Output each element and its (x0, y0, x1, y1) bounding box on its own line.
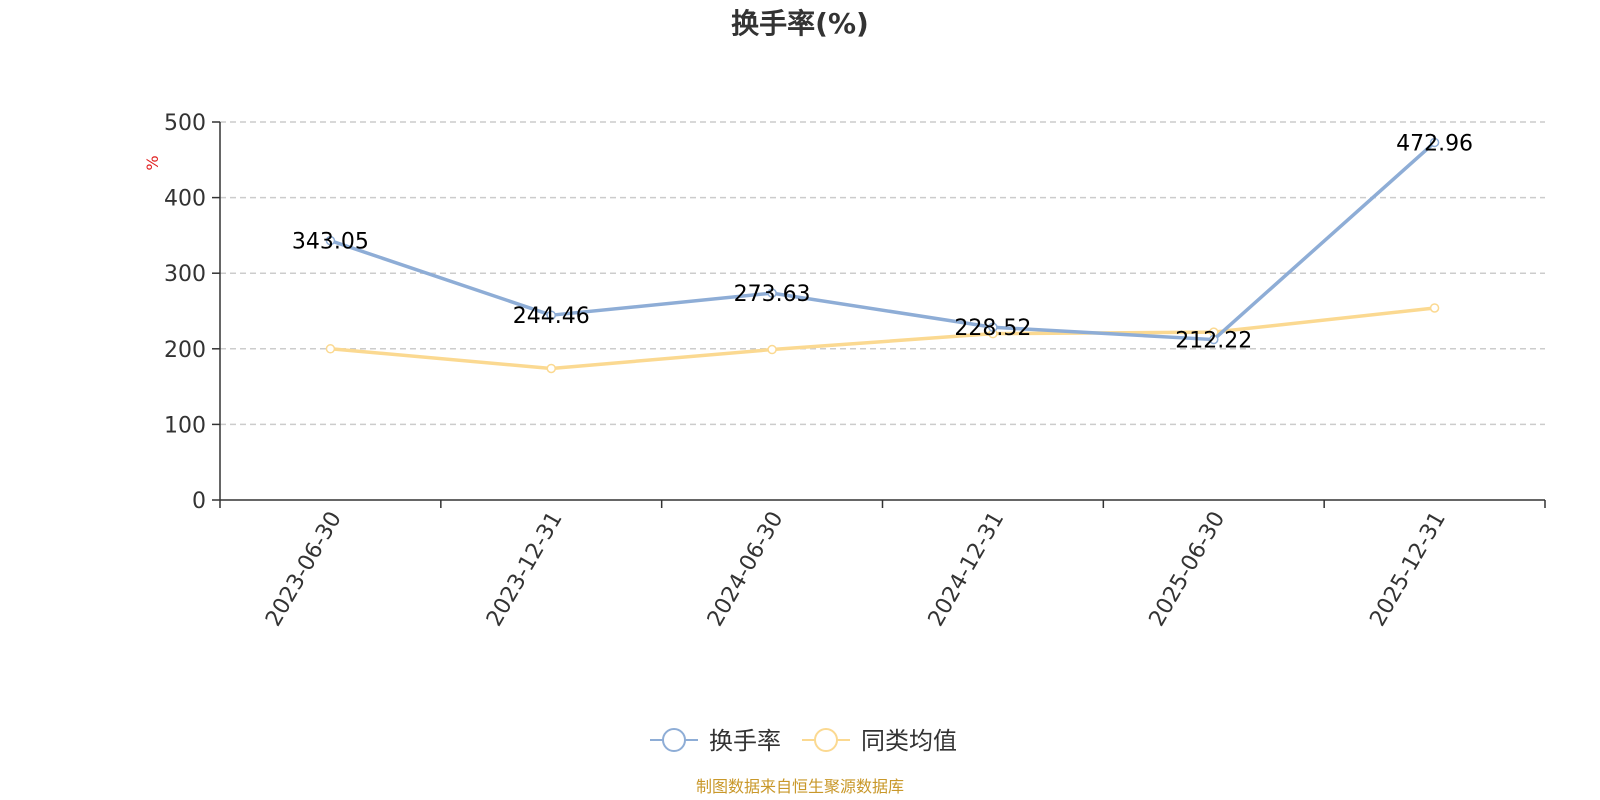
y-tick-label: 300 (164, 262, 206, 287)
y-tick-label: 200 (164, 338, 206, 363)
data-point[interactable] (767, 288, 777, 298)
y-tick-label: 100 (164, 413, 206, 438)
legend-item-0[interactable]: 换手率 (650, 727, 781, 755)
x-tick-label: 2024-12-31 (924, 508, 1010, 631)
y-tick-label: 0 (192, 489, 206, 514)
data-point[interactable] (325, 235, 336, 246)
legend-marker (814, 728, 838, 752)
y-tick-labels: 0 100 200 300 400 500 (164, 111, 206, 514)
gridlines (220, 121, 1545, 426)
legend-label: 换手率 (709, 727, 781, 755)
data-point[interactable] (325, 344, 336, 354)
legend-item-1[interactable]: 同类均值 (802, 727, 957, 755)
legend[interactable]: 换手率 同类均值 (650, 727, 957, 755)
data-label: 244.46 (513, 304, 590, 329)
data-point[interactable] (546, 363, 556, 374)
series-lines (325, 137, 1440, 374)
data-point[interactable] (1429, 137, 1440, 148)
x-tick-label: 2023-06-30 (261, 508, 347, 631)
series-line-0 (329, 141, 1436, 342)
data-point[interactable] (767, 344, 777, 355)
x-tick-label: 2023-12-31 (482, 508, 568, 631)
x-tick-label: 2025-12-31 (1365, 508, 1451, 631)
data-label: 273.63 (734, 282, 811, 307)
x-tick-labels: 2023-06-30 2023-12-31 2024-06-30 2024-12-31… (261, 508, 1451, 631)
data-label: 228.52 (954, 316, 1031, 341)
legend-marker (662, 728, 686, 752)
data-point[interactable] (546, 310, 556, 320)
data-point[interactable] (1429, 303, 1440, 313)
data-point[interactable] (988, 322, 998, 332)
x-tick-label: 2025-06-30 (1145, 508, 1231, 631)
data-point[interactable] (1209, 334, 1219, 345)
y-tick-label: 500 (164, 111, 206, 136)
x-tick-label: 2024-06-30 (703, 508, 789, 631)
y-tick-label: 400 (164, 187, 206, 212)
data-label: 212.22 (1175, 329, 1252, 354)
data-label: 472.96 (1396, 131, 1473, 156)
data-label: 343.05 (292, 230, 369, 255)
footer-source-note: 制图数据来自恒生聚源数据库 (696, 777, 904, 796)
data-labels: 343.05 244.46 273.63 228.52 212.22 472.96 (292, 131, 1473, 353)
y-axis-unit-label: % (143, 155, 162, 170)
chart-title: 换手率(%) (731, 7, 869, 40)
series-line-1 (330, 306, 1435, 371)
legend-label: 同类均值 (861, 727, 957, 755)
axes (212, 121, 1546, 508)
